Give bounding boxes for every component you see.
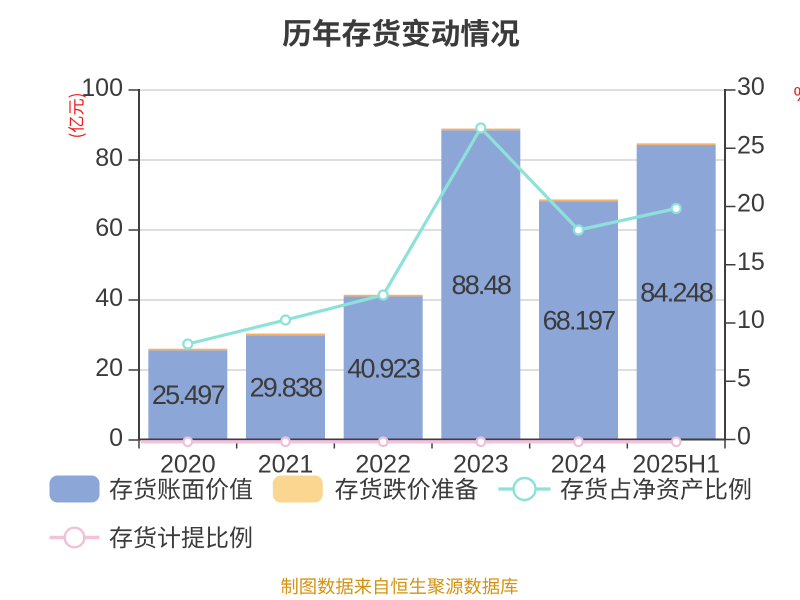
svg-text:2022: 2022 [355, 451, 411, 479]
svg-text:15: 15 [737, 248, 765, 276]
svg-text:0: 0 [737, 423, 751, 451]
svg-text:29.838: 29.838 [250, 373, 323, 403]
svg-text:68.197: 68.197 [543, 306, 616, 336]
svg-text:60: 60 [95, 214, 123, 242]
svg-text:88.48: 88.48 [452, 270, 511, 300]
svg-text:2025H1: 2025H1 [632, 451, 720, 479]
svg-text:30: 30 [737, 73, 765, 101]
svg-text:25.497: 25.497 [152, 380, 225, 410]
svg-text:20: 20 [737, 190, 765, 218]
svg-text:20: 20 [95, 354, 123, 382]
svg-text:5: 5 [737, 364, 751, 392]
svg-text:0: 0 [109, 424, 123, 452]
svg-text:40.923: 40.923 [347, 353, 420, 383]
svg-text:2021: 2021 [258, 451, 314, 479]
svg-text:80: 80 [95, 144, 123, 172]
svg-text:100: 100 [81, 74, 123, 102]
svg-text:%: % [794, 83, 800, 106]
svg-text:2020: 2020 [160, 451, 216, 479]
svg-text:2023: 2023 [453, 451, 509, 479]
svg-text:40: 40 [95, 284, 123, 312]
svg-text:84.248: 84.248 [640, 278, 713, 308]
svg-text:25: 25 [737, 131, 765, 159]
svg-text:10: 10 [737, 306, 765, 334]
svg-text:2024: 2024 [551, 451, 607, 479]
